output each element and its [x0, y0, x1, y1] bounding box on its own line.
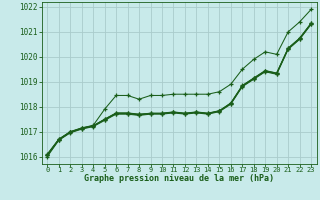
X-axis label: Graphe pression niveau de la mer (hPa): Graphe pression niveau de la mer (hPa)	[84, 174, 274, 183]
